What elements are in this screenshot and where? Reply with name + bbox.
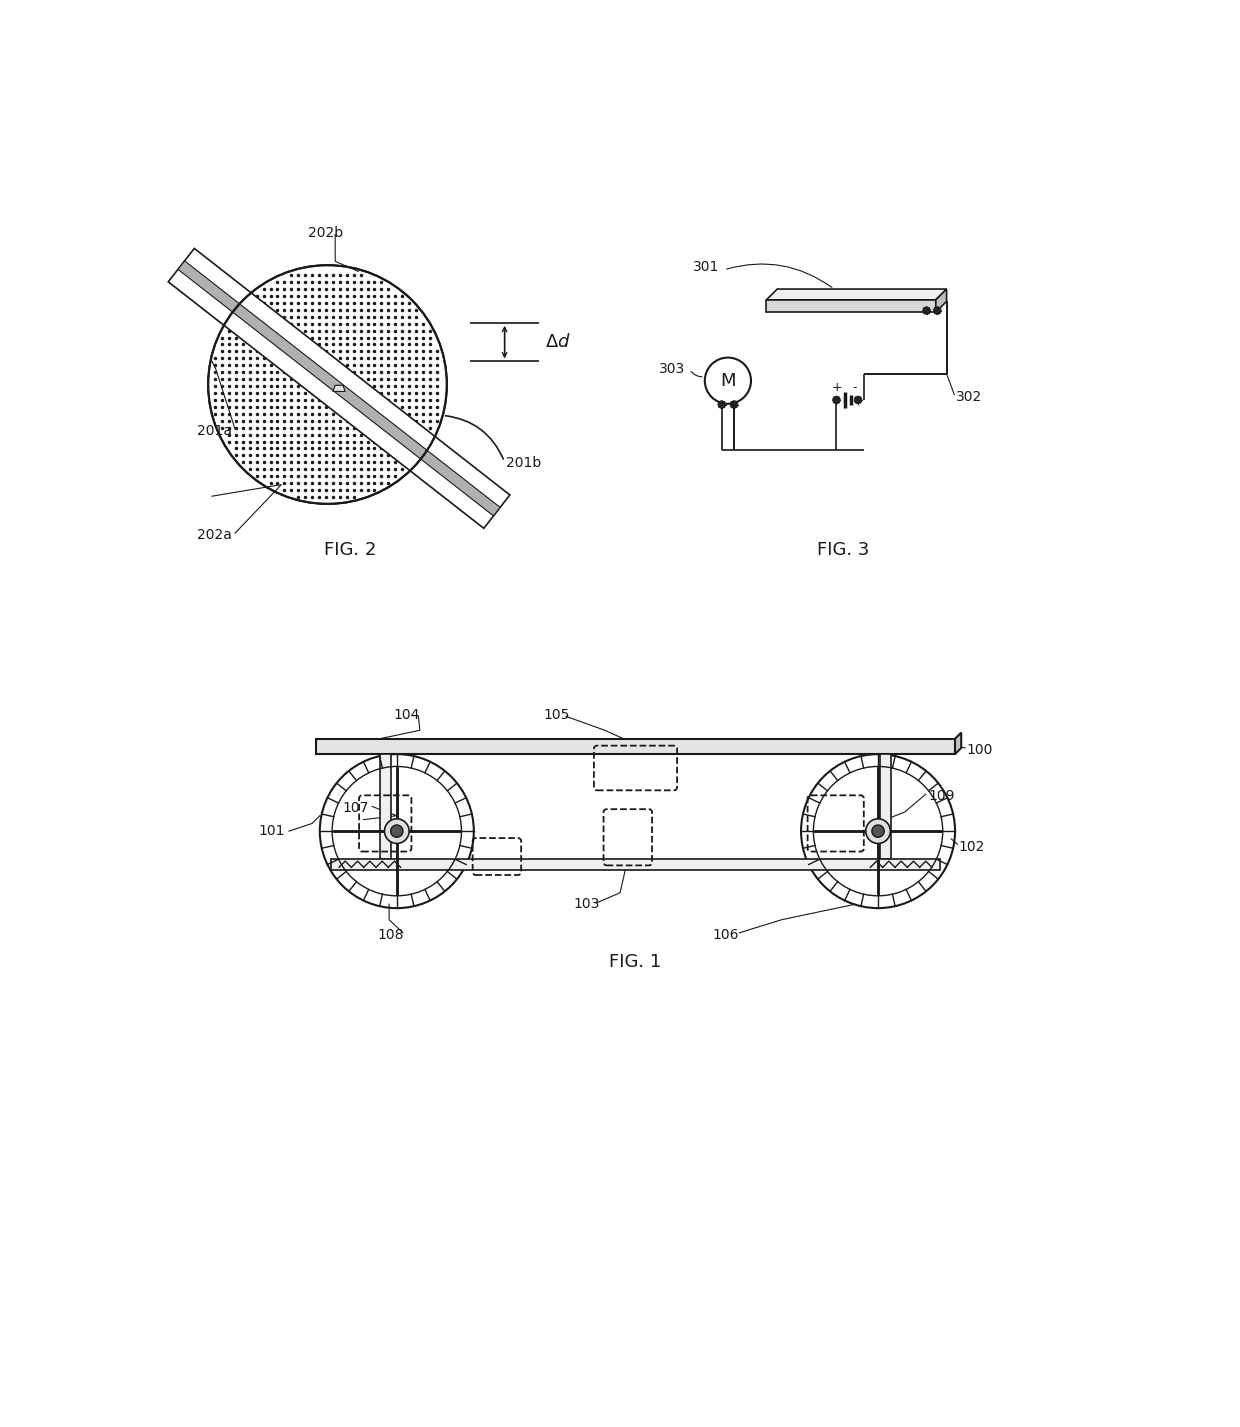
- Circle shape: [384, 819, 409, 843]
- Text: 109: 109: [928, 789, 955, 803]
- Bar: [316, 739, 955, 753]
- Text: 106: 106: [713, 928, 739, 942]
- Circle shape: [854, 397, 862, 404]
- Polygon shape: [936, 290, 946, 313]
- Text: FIG. 2: FIG. 2: [325, 541, 377, 559]
- Text: 302: 302: [956, 390, 982, 404]
- Text: 103: 103: [574, 898, 600, 912]
- Circle shape: [872, 825, 884, 838]
- Polygon shape: [179, 261, 500, 517]
- Text: M: M: [720, 371, 735, 390]
- Polygon shape: [332, 385, 345, 391]
- Text: 201b: 201b: [506, 457, 541, 469]
- Text: 301: 301: [693, 261, 719, 274]
- Text: +: +: [831, 381, 842, 394]
- Circle shape: [923, 307, 930, 314]
- Circle shape: [704, 358, 751, 404]
- Circle shape: [866, 819, 890, 843]
- Bar: [331, 859, 940, 869]
- Bar: [379, 753, 391, 859]
- Text: 100: 100: [967, 743, 993, 758]
- Circle shape: [934, 307, 941, 314]
- Polygon shape: [766, 290, 946, 300]
- Circle shape: [730, 401, 738, 408]
- Polygon shape: [169, 248, 510, 528]
- Text: 105: 105: [543, 708, 569, 722]
- Text: 202b: 202b: [309, 225, 343, 240]
- Text: 303: 303: [658, 362, 684, 377]
- Bar: [766, 300, 936, 313]
- Bar: [880, 753, 892, 859]
- Circle shape: [391, 825, 403, 838]
- Polygon shape: [955, 732, 961, 753]
- Circle shape: [320, 753, 474, 908]
- Circle shape: [801, 753, 955, 908]
- Text: 104: 104: [393, 708, 419, 722]
- Text: -: -: [853, 381, 857, 394]
- Text: 102: 102: [959, 839, 986, 853]
- Polygon shape: [316, 742, 961, 748]
- Text: 101: 101: [258, 825, 285, 838]
- Circle shape: [832, 397, 841, 404]
- Circle shape: [718, 401, 725, 408]
- Text: FIG. 3: FIG. 3: [817, 541, 869, 559]
- Text: 108: 108: [377, 928, 404, 942]
- Text: 107: 107: [343, 801, 370, 815]
- Text: FIG. 1: FIG. 1: [609, 953, 662, 970]
- Text: $\Delta d$: $\Delta d$: [546, 332, 572, 351]
- Text: 202a: 202a: [197, 528, 232, 542]
- Text: 201a: 201a: [197, 424, 232, 438]
